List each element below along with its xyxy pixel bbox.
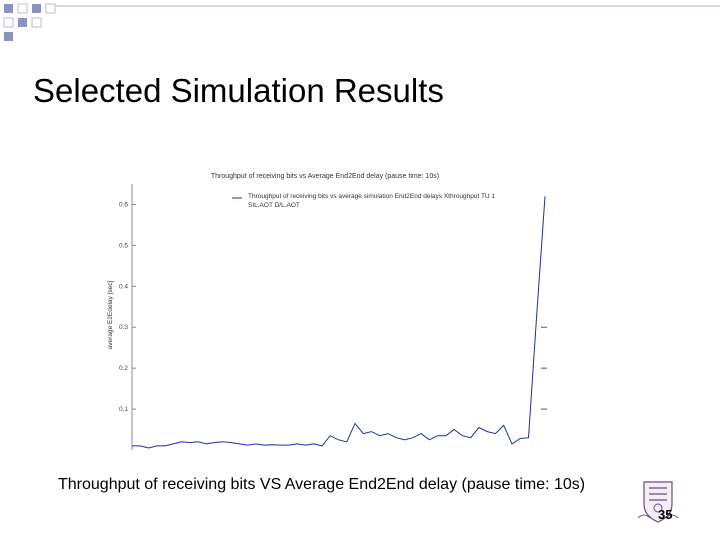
chart: Throughput of receiving bits vs Average … <box>90 150 570 460</box>
legend-entry-0: Throughput of receiving bits vs average … <box>248 193 495 200</box>
slide-caption: Throughput of receiving bits VS Average … <box>58 476 586 493</box>
legend-entry-1: SIL.AOT D/L.AOT <box>248 202 300 209</box>
y-tick-label: 0.6 <box>119 201 128 208</box>
series-line-0 <box>132 196 546 449</box>
y-tick-label: 0.5 <box>119 242 128 249</box>
y-tick-label: 0.3 <box>119 324 128 331</box>
y-tick-label: 0.1 <box>119 406 128 413</box>
chart-title: Throughput of receiving bits vs Average … <box>211 173 439 180</box>
y-axis-label: average E2Edelay [sec] <box>107 280 114 349</box>
y-tick-label: 0.4 <box>119 283 128 290</box>
y-tick-label: 0.2 <box>119 365 128 372</box>
legend: Throughput of receiving bits vs average … <box>232 193 495 209</box>
page-number: 35 <box>658 507 673 522</box>
university-crest-icon <box>637 481 679 523</box>
square-grid-decoration <box>3 3 720 41</box>
slide-title: Selected Simulation Results <box>33 72 444 109</box>
